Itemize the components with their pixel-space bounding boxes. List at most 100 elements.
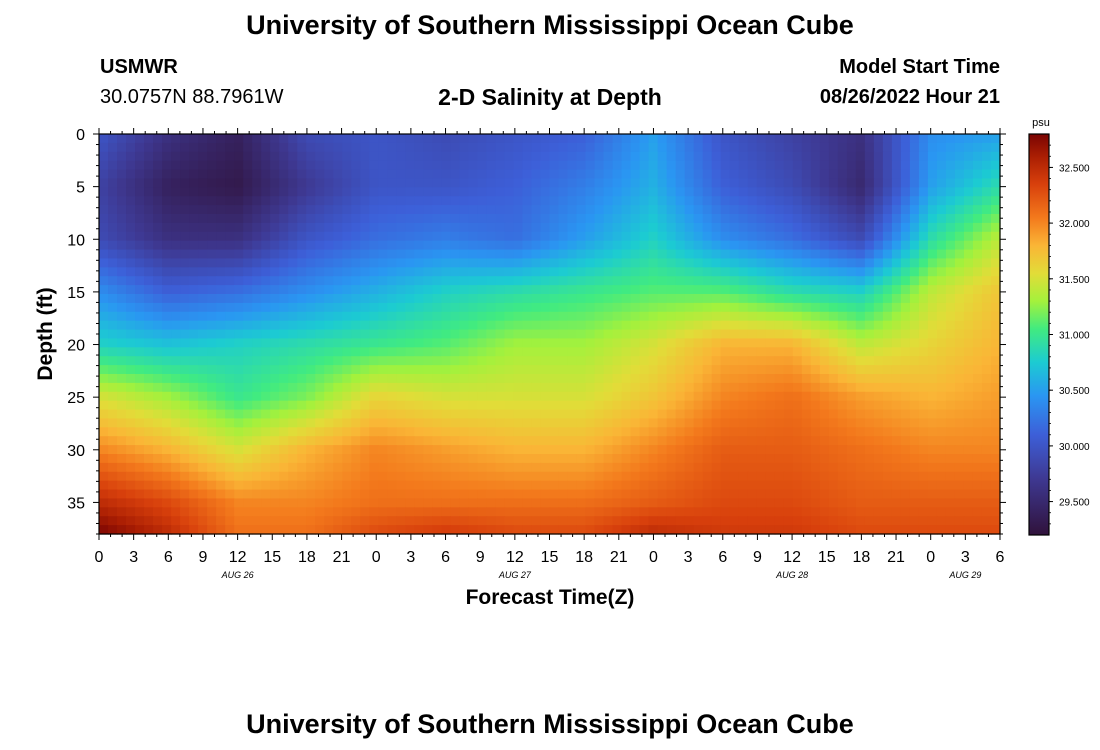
heatmap-cell bbox=[639, 169, 650, 180]
heatmap-cell bbox=[765, 391, 776, 402]
heatmap-cell bbox=[621, 382, 632, 393]
heatmap-cell bbox=[846, 151, 857, 162]
heatmap-cell bbox=[684, 374, 695, 384]
heatmap-cell bbox=[765, 169, 776, 180]
heatmap-cell bbox=[612, 302, 623, 313]
heatmap-cell bbox=[873, 160, 884, 171]
heatmap-cell bbox=[855, 240, 866, 251]
heatmap-cell bbox=[882, 187, 893, 197]
heatmap-cell bbox=[405, 436, 415, 446]
heatmap-cell bbox=[396, 320, 406, 331]
heatmap-cell bbox=[540, 516, 551, 526]
heatmap-cell bbox=[396, 240, 406, 251]
heatmap-cell bbox=[918, 294, 929, 304]
heatmap-cell bbox=[324, 347, 334, 357]
heatmap-cell bbox=[342, 480, 352, 491]
heatmap-cell bbox=[990, 498, 1001, 508]
heatmap-cell bbox=[333, 347, 343, 357]
heatmap-cell bbox=[558, 285, 569, 295]
heatmap-cell bbox=[684, 160, 695, 171]
heatmap-cell bbox=[378, 391, 388, 402]
heatmap-cell bbox=[522, 134, 533, 144]
heatmap-cell bbox=[864, 525, 875, 535]
heatmap-cell bbox=[855, 427, 866, 437]
heatmap-cell bbox=[423, 338, 433, 348]
heatmap-cell bbox=[702, 196, 713, 206]
heatmap-cell bbox=[621, 329, 632, 340]
heatmap-cell bbox=[666, 400, 677, 411]
heatmap-cell bbox=[225, 142, 235, 153]
heatmap-cell bbox=[225, 356, 235, 366]
heatmap-cell bbox=[243, 276, 253, 286]
heatmap-cell bbox=[441, 427, 451, 437]
heatmap-cell bbox=[315, 480, 325, 491]
heatmap-cell bbox=[279, 285, 289, 295]
heatmap-cell bbox=[468, 134, 479, 144]
heatmap-cell bbox=[558, 347, 569, 357]
heatmap-cell bbox=[288, 231, 298, 242]
heatmap-cell bbox=[693, 454, 704, 464]
heatmap-cell bbox=[216, 471, 226, 482]
heatmap-cell bbox=[936, 240, 947, 251]
heatmap-cell bbox=[864, 214, 875, 224]
heatmap-cell bbox=[108, 498, 118, 508]
heatmap-cell bbox=[450, 302, 460, 313]
heatmap-cell bbox=[828, 391, 839, 402]
heatmap-cell bbox=[873, 338, 884, 348]
heatmap-cell bbox=[306, 151, 316, 162]
heatmap-cell bbox=[864, 294, 875, 304]
heatmap-cell bbox=[927, 231, 938, 242]
heatmap-cell bbox=[639, 498, 650, 508]
heatmap-cell bbox=[729, 516, 740, 526]
heatmap-cell bbox=[243, 169, 253, 180]
heatmap-cell bbox=[585, 151, 596, 162]
heatmap-cell bbox=[288, 196, 298, 206]
heatmap-cell bbox=[477, 462, 488, 473]
heatmap-cell bbox=[441, 160, 451, 171]
heatmap-cell bbox=[981, 294, 992, 304]
heatmap-cell bbox=[864, 151, 875, 162]
heatmap-cell bbox=[756, 507, 767, 517]
heatmap-cell bbox=[297, 374, 307, 384]
heatmap-cell bbox=[558, 160, 569, 171]
heatmap-cell bbox=[270, 249, 280, 260]
heatmap-cell bbox=[405, 427, 415, 437]
heatmap-cell bbox=[855, 329, 866, 340]
heatmap-cell bbox=[306, 187, 316, 197]
heatmap-cell bbox=[99, 311, 109, 322]
heatmap-cell bbox=[450, 436, 460, 446]
heatmap-cell bbox=[135, 205, 145, 215]
heatmap-cell bbox=[801, 480, 812, 491]
heatmap-cell bbox=[306, 160, 316, 171]
heatmap-cell bbox=[153, 445, 163, 455]
heatmap-cell bbox=[450, 365, 460, 375]
heatmap-cell bbox=[963, 454, 974, 464]
heatmap-cell bbox=[594, 454, 605, 464]
heatmap-cell bbox=[765, 338, 776, 348]
heatmap-cell bbox=[801, 525, 812, 535]
heatmap-cell bbox=[153, 418, 163, 428]
heatmap-cell bbox=[837, 436, 848, 446]
heatmap-cell bbox=[387, 409, 397, 420]
heatmap-cell bbox=[756, 418, 767, 428]
heatmap-cell bbox=[774, 196, 785, 206]
heatmap-cell bbox=[252, 391, 262, 402]
heatmap-cell bbox=[882, 196, 893, 206]
heatmap-cell bbox=[468, 436, 479, 446]
heatmap-cell bbox=[432, 480, 442, 491]
heatmap-cell bbox=[882, 142, 893, 153]
heatmap-cell bbox=[171, 169, 181, 180]
heatmap-cell bbox=[495, 427, 506, 437]
heatmap-cell bbox=[765, 249, 776, 260]
heatmap-cell bbox=[945, 400, 956, 411]
heatmap-cell bbox=[810, 311, 821, 322]
heatmap-cell bbox=[117, 489, 127, 500]
heatmap-cell bbox=[441, 258, 451, 268]
heatmap-cell bbox=[900, 391, 911, 402]
heatmap-cell bbox=[369, 356, 379, 366]
y-tick-label: 0 bbox=[76, 127, 85, 144]
heatmap-cell bbox=[540, 445, 551, 455]
heatmap-cell bbox=[873, 249, 884, 260]
heatmap-cell bbox=[288, 338, 298, 348]
heatmap-cell bbox=[675, 382, 686, 393]
